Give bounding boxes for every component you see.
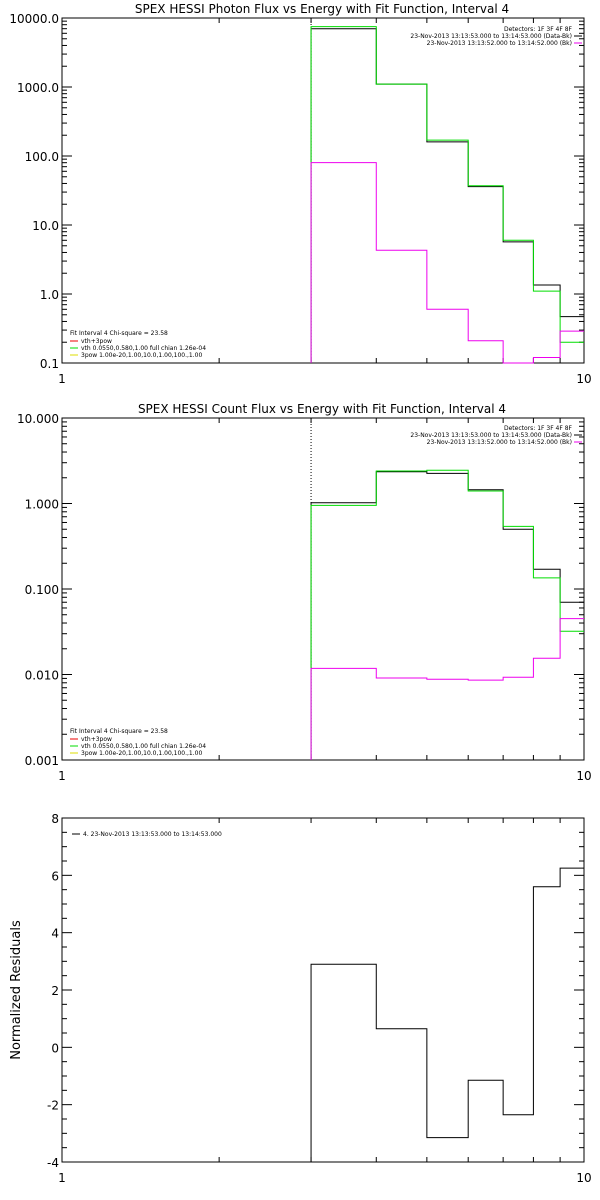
photon-flux-series-1 — [310, 26, 584, 363]
count-flux-series-1 — [310, 469, 584, 760]
count-flux-legend-sum: vth+3pow — [81, 736, 112, 743]
residuals-ytick-label: -2 — [47, 1099, 59, 1113]
residuals-ytick-label: 2 — [51, 984, 59, 998]
residuals-series-0 — [310, 867, 584, 1162]
count-flux-legend-vth: vth 0.0550,0.580,1.00 full chian 1.26e-0… — [81, 743, 206, 750]
count-flux-ytick-label: 0.100 — [25, 583, 59, 597]
count-flux-plot-frame — [61, 417, 585, 761]
residuals-plot-frame — [61, 817, 585, 1163]
photon-flux-ytick-label: 10.0 — [32, 219, 59, 233]
photon-flux-legend-bk: 23-Nov-2013 13:13:52.000 to 13:14:52.000… — [427, 40, 572, 47]
count-flux-series-2 — [310, 618, 584, 760]
residuals-xtick-label: 10 — [576, 1171, 591, 1185]
count-flux-legend-right: Detectors: 1F 3F 4F 8F 23-Nov-2013 13:13… — [410, 425, 582, 446]
photon-flux-title: SPEX HESSI Photon Flux vs Energy with Fi… — [135, 2, 509, 16]
count-flux-ytick-label: 10.000 — [17, 412, 59, 426]
residuals-ytick-label: 4 — [51, 927, 59, 941]
count-flux-xtick-label: 1 — [58, 769, 66, 783]
count-flux-legend-fit: Fit Interval 4 Chi-square = 23.58 — [70, 728, 168, 735]
photon-flux-ytick-label: 0.1 — [40, 357, 59, 371]
photon-flux-legend-pow: 3pow 1.00e-20,1.00,10.0,1.00,100.,1.00 — [81, 352, 202, 359]
photon-flux-series-0 — [310, 28, 584, 363]
residuals-panel: Normalized Residuals -4 -2 0 2 4 6 8 1 10 4. 23-… — [9, 812, 592, 1185]
count-flux-panel: SPEX HESSI Count Flux vs Energy with Fit… — [17, 402, 592, 783]
count-flux-marks — [310, 418, 584, 760]
count-flux-legend-data-bk: 23-Nov-2013 13:13:53.000 to 13:14:53.000… — [410, 432, 572, 439]
count-flux-legend-detectors: Detectors: 1F 3F 4F 8F — [504, 425, 573, 432]
count-flux-xtick-label: 10 — [576, 769, 591, 783]
count-flux-legend-bk: 23-Nov-2013 13:13:52.000 to 13:14:52.000… — [427, 439, 572, 446]
count-flux-ytick-label: 0.001 — [25, 754, 59, 768]
photon-flux-legend-fit: Fit Interval 4 Chi-square = 23.58 — [70, 330, 168, 337]
count-flux-ytick-label: 0.010 — [25, 669, 59, 683]
photon-flux-series-2 — [310, 162, 584, 364]
residuals-ytick-label: 8 — [51, 812, 59, 826]
photon-flux-marks — [310, 18, 584, 364]
count-flux-title: SPEX HESSI Count Flux vs Energy with Fit… — [138, 402, 506, 416]
residuals-ticks: -4 -2 0 2 4 6 8 1 10 — [47, 812, 592, 1185]
photon-flux-legend-vth: vth 0.0550,0.580,1.00 full chian 1.26e-0… — [81, 345, 206, 352]
residuals-xtick-label: 1 — [58, 1171, 66, 1185]
photon-flux-ticks: 0.1 1.0 10.0 100.0 1000.0 10000.0 1 10 — [9, 12, 591, 386]
residuals-ylabel: Normalized Residuals — [9, 920, 24, 1060]
photon-flux-legend-left: Fit Interval 4 Chi-square = 23.58 vth+3p… — [70, 330, 206, 359]
photon-flux-ytick-label: 1000.0 — [17, 81, 59, 95]
photon-flux-ytick-label: 10000.0 — [9, 12, 59, 26]
photon-flux-legend-right: Detectors: 1F 3F 4F 8F 23-Nov-2013 13:13… — [410, 26, 582, 47]
residuals-ytick-label: 6 — [51, 869, 59, 883]
residuals-legend-label: 4. 23-Nov-2013 13:13:53.000 to 13:14:53.… — [83, 831, 222, 838]
photon-flux-xtick-label: 10 — [576, 372, 591, 386]
count-flux-ticks: 0.001 0.010 0.100 1.000 10.000 1 10 — [17, 412, 592, 783]
residuals-ytick-label: -4 — [47, 1156, 59, 1170]
photon-flux-xtick-label: 1 — [58, 372, 66, 386]
count-flux-legend-left: Fit Interval 4 Chi-square = 23.58 vth+3p… — [70, 728, 206, 757]
count-flux-legend-pow: 3pow 1.00e-20,1.00,10.0,1.00,100.,1.00 — [81, 750, 202, 757]
count-flux-ytick-label: 1.000 — [25, 498, 59, 512]
photon-flux-legend-sum: vth+3pow — [81, 338, 112, 345]
photon-flux-panel: SPEX HESSI Photon Flux vs Energy with Fi… — [9, 2, 591, 386]
residuals-legend: 4. 23-Nov-2013 13:13:53.000 to 13:14:53.… — [72, 831, 222, 838]
photon-flux-legend-data-bk: 23-Nov-2013 13:13:53.000 to 13:14:53.000… — [410, 33, 572, 40]
residuals-ytick-label: 0 — [51, 1041, 59, 1055]
photon-flux-ytick-label: 100.0 — [25, 150, 59, 164]
photon-flux-ytick-label: 1.0 — [40, 288, 59, 302]
photon-flux-plot-frame — [61, 17, 585, 364]
residuals-marks — [310, 867, 584, 1162]
photon-flux-legend-detectors: Detectors: 1F 3F 4F 8F — [504, 26, 573, 33]
count-flux-series-0 — [310, 471, 584, 760]
